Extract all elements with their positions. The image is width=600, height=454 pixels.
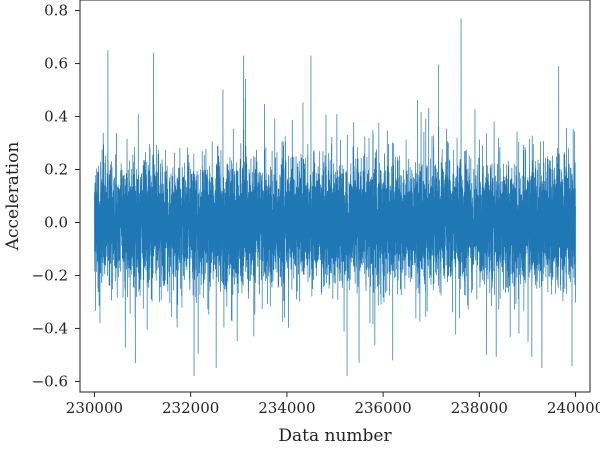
x-axis: 230000 232000 234000 236000 238000 240000 — [66, 392, 600, 417]
y-axis-label: Acceleration — [3, 142, 23, 252]
x-tick-label: 230000 — [66, 399, 123, 417]
y-tick-label: 0.4 — [44, 108, 68, 126]
y-tick-label: 0.6 — [44, 55, 68, 73]
acceleration-series-line — [94, 18, 576, 377]
y-tick-label: 0.0 — [44, 213, 68, 231]
y-tick-label: −0.6 — [32, 372, 68, 390]
x-tick-label: 232000 — [162, 399, 219, 417]
x-tick-label: 236000 — [354, 399, 411, 417]
y-tick-label: 0.8 — [44, 2, 68, 20]
plot-frame — [79, 0, 591, 393]
series-layer — [94, 18, 576, 377]
x-tick-label: 238000 — [451, 399, 508, 417]
x-tick-label: 240000 — [547, 399, 600, 417]
y-axis: −0.6 −0.4 −0.2 0.0 0.2 0.4 0.6 0.8 — [32, 2, 80, 390]
y-tick-label: −0.4 — [32, 319, 68, 337]
x-axis-label: Data number — [278, 426, 392, 446]
y-tick-label: −0.2 — [32, 266, 68, 284]
x-tick-label: 234000 — [258, 399, 315, 417]
y-tick-label: 0.2 — [44, 161, 68, 179]
